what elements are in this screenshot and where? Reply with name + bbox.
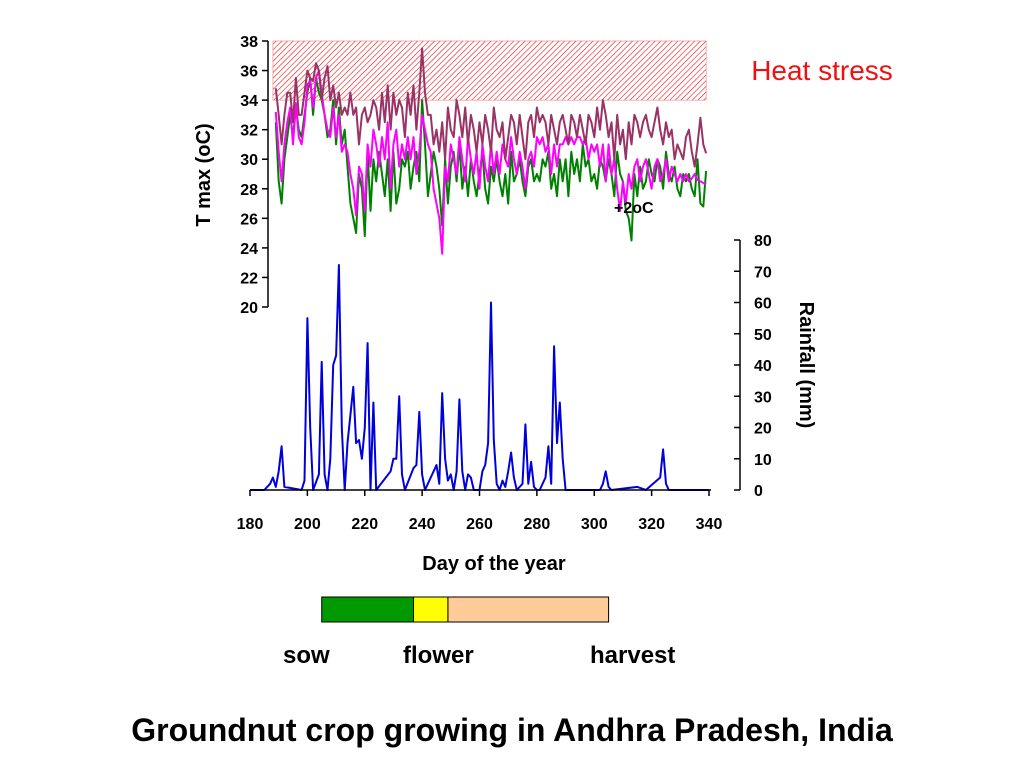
x-axis-ticks: 180 200 220 240 260 280 300 320 340 bbox=[237, 490, 723, 533]
x-tick-label: 220 bbox=[351, 516, 378, 533]
right-tick-label: 40 bbox=[754, 358, 772, 375]
stage-label-sow: sow bbox=[283, 642, 330, 669]
right-axis-label: Rainfall (mm) bbox=[795, 302, 817, 429]
crop-stage-bars bbox=[321, 596, 610, 623]
left-tick-label: 20 bbox=[240, 300, 258, 317]
left-axis-label: T max (oC) bbox=[193, 123, 215, 226]
x-tick-label: 300 bbox=[581, 516, 608, 533]
left-tick-label: 26 bbox=[240, 211, 258, 228]
right-axis-ticks: 0 10 20 30 40 50 60 70 80 bbox=[734, 233, 772, 500]
left-tick-label: 38 bbox=[240, 34, 258, 51]
stage-bar-sow bbox=[321, 596, 415, 623]
stage-label-harvest: harvest bbox=[590, 642, 675, 669]
x-tick-label: 320 bbox=[638, 516, 665, 533]
heat-stress-band bbox=[272, 40, 707, 101]
left-tick-label: 22 bbox=[240, 270, 258, 287]
tmax-line-t-plus2 bbox=[274, 47, 708, 168]
slide-title: Groundnut crop growing in Andhra Pradesh… bbox=[131, 712, 893, 748]
warming-annotation: +2oC bbox=[614, 200, 654, 217]
rainfall-line bbox=[250, 264, 709, 491]
right-tick-label: 20 bbox=[754, 421, 772, 438]
day-axis: 180 200 220 240 260 280 300 320 340 Day of the y… bbox=[237, 489, 723, 575]
left-tick-label: 36 bbox=[240, 64, 258, 81]
left-tick-label: 28 bbox=[240, 182, 258, 199]
left-axis-ticks: 20 22 24 26 28 30 32 34 36 38 bbox=[240, 34, 268, 317]
x-tick-label: 180 bbox=[237, 516, 264, 533]
x-tick-label: 240 bbox=[409, 516, 436, 533]
left-tick-label: 30 bbox=[240, 152, 258, 169]
x-tick-label: 200 bbox=[294, 516, 321, 533]
x-tick-label: 280 bbox=[524, 516, 551, 533]
series-layer bbox=[250, 47, 709, 491]
left-tick-label: 32 bbox=[240, 123, 258, 140]
right-tick-label: 60 bbox=[754, 296, 772, 313]
warming-annotation-value: +2 bbox=[614, 200, 632, 217]
warming-annotation-unit: oC bbox=[632, 200, 654, 217]
x-axis-label: Day of the year bbox=[422, 553, 566, 575]
right-tick-label: 10 bbox=[754, 452, 772, 469]
right-tick-label: 0 bbox=[754, 483, 763, 500]
stage-bar-flower bbox=[413, 596, 449, 623]
x-tick-label: 260 bbox=[466, 516, 493, 533]
left-tick-label: 34 bbox=[240, 93, 258, 110]
rainfall-axis: 0 10 20 30 40 50 60 70 80 Rainfall (mm) bbox=[734, 233, 817, 500]
right-tick-label: 70 bbox=[754, 264, 772, 281]
heat-stress-label: Heat stress bbox=[751, 55, 893, 86]
x-tick-label: 340 bbox=[696, 516, 723, 533]
temperature-axis: 20 22 24 26 28 30 32 34 36 38 T max (oC) bbox=[193, 34, 269, 317]
stage-bar-harvest bbox=[447, 596, 610, 623]
right-tick-label: 30 bbox=[754, 389, 772, 406]
stage-label-flower: flower bbox=[403, 642, 474, 669]
right-tick-label: 50 bbox=[754, 327, 772, 344]
heat-stress-band-group bbox=[272, 40, 707, 101]
left-tick-label: 24 bbox=[240, 241, 258, 258]
right-tick-label: 80 bbox=[754, 233, 772, 250]
